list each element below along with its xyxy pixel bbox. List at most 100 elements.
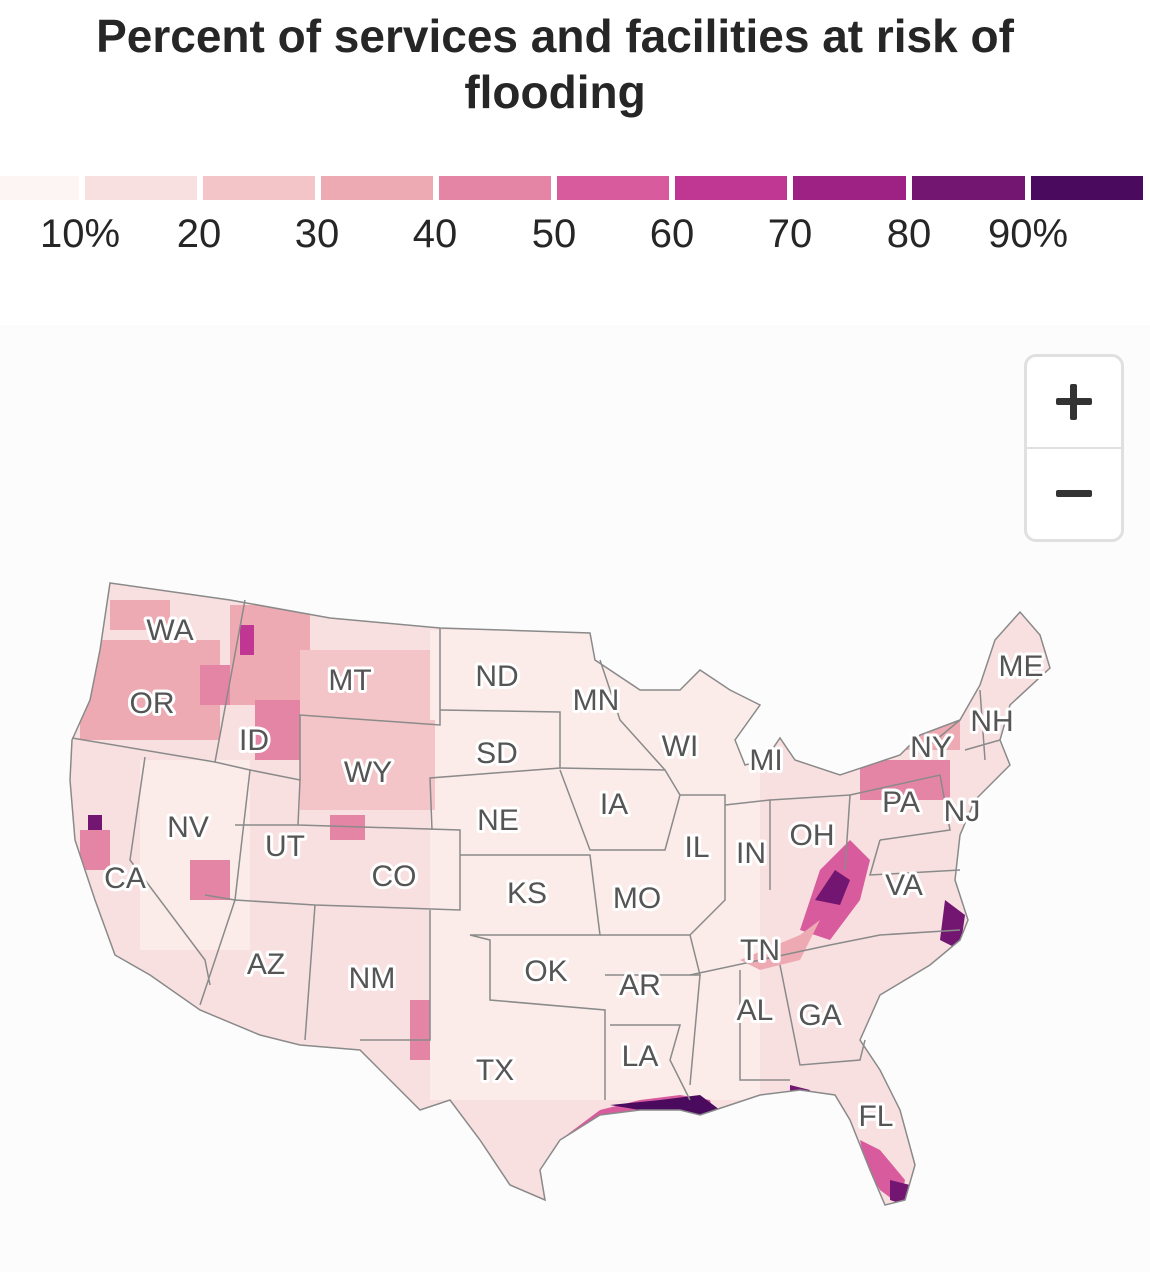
minus-icon	[1056, 490, 1092, 497]
legend-swatch-6	[557, 176, 669, 200]
legend-label: 60	[649, 212, 695, 256]
illinois-border	[680, 794, 726, 936]
nevada-utah-border	[204, 761, 251, 901]
idaho-panhandle-fill	[240, 625, 254, 655]
state-label-tx: TX	[476, 1054, 514, 1087]
color-legend	[0, 176, 1150, 200]
state-label-mn: MN	[573, 684, 620, 717]
california-coast-fill	[80, 830, 110, 870]
legend-label: 80	[886, 212, 932, 256]
state-label-oh: OH	[790, 819, 835, 852]
state-label-mo: MO	[613, 882, 661, 915]
washington-fill	[110, 600, 170, 630]
state-label-ks: KS	[507, 877, 547, 910]
oregon-east-fill	[200, 665, 230, 705]
appalachia-peak-fill	[815, 870, 850, 905]
state-label-il: IL	[684, 831, 709, 864]
state-label-co: CO	[372, 860, 417, 893]
zoom-in-button[interactable]	[1027, 357, 1121, 449]
iowa-border	[559, 767, 681, 851]
state-label-nh: NH	[970, 705, 1013, 738]
state-label-me: ME	[999, 650, 1044, 683]
state-label-nm: NM	[349, 962, 396, 995]
state-label-ok: OK	[524, 955, 567, 988]
legend-swatch-2	[85, 176, 197, 200]
legend-label: 30	[294, 212, 340, 256]
wyoming-fill	[300, 720, 435, 810]
state-label-ne: NE	[477, 804, 519, 837]
pennsylvania-fill	[860, 760, 950, 800]
tennessee-fill	[740, 920, 820, 970]
louisiana-border	[610, 1024, 691, 1101]
state-label-sd: SD	[476, 737, 518, 770]
legend-label: 90%	[987, 212, 1069, 256]
nevada-south-fill	[190, 860, 230, 900]
legend-swatch-5	[439, 176, 551, 200]
plus-icon	[1056, 384, 1092, 420]
legend-swatch-9	[912, 176, 1025, 200]
tennessee-border	[689, 929, 961, 976]
map-fill	[70, 583, 1050, 1205]
legend-swatch-1	[0, 176, 79, 200]
state-label-ar: AR	[619, 969, 661, 1002]
state-label-id: ID	[239, 724, 269, 757]
state-label-ga: GA	[798, 999, 841, 1032]
arizona-border	[199, 899, 316, 1041]
state-label-ut: UT	[265, 830, 305, 863]
state-label-la: LA	[622, 1040, 659, 1073]
legend-labels: 10% 20 30 40 50 60 70 80 90%	[0, 212, 1150, 262]
state-label-pa: PA	[882, 786, 920, 819]
us-map[interactable]: WA OR CA NV ID MT WY UT AZ CO NM ND SD N…	[0, 325, 1150, 1272]
state-borders	[69, 582, 1051, 1206]
state-label-wy: WY	[344, 756, 392, 789]
idaho-central-fill	[255, 700, 305, 760]
plains-fill	[430, 630, 760, 1100]
pennsylvania-border	[849, 774, 951, 841]
state-label-nd: ND	[475, 660, 518, 693]
virginia-border	[868, 839, 961, 876]
utah-colorado-border	[234, 779, 461, 911]
state-labels: WA OR CA NV ID MT WY UT AZ CO NM ND SD N…	[101, 611, 1046, 1136]
state-label-or: OR	[130, 687, 175, 720]
state-label-nv: NV	[167, 811, 209, 844]
national-border	[69, 582, 1051, 1206]
state-label-wa: WA	[146, 614, 193, 647]
nevada-fill	[140, 760, 250, 950]
state-label-mi: MI	[749, 744, 782, 777]
legend-swatch-7	[675, 176, 787, 200]
legend-label: 50	[531, 212, 577, 256]
state-label-va: VA	[885, 869, 923, 902]
legend-swatch-10	[1031, 176, 1143, 200]
state-label-in: IN	[736, 837, 766, 870]
state-label-ia: IA	[600, 788, 628, 821]
oregon-fill	[80, 640, 220, 740]
new-mexico-fill	[410, 1000, 430, 1060]
montana-wyoming-border	[249, 628, 441, 781]
legend-label: 20	[176, 212, 222, 256]
california-nevada-border	[129, 756, 211, 986]
new-mexico-border	[360, 910, 431, 1041]
zoom-out-button[interactable]	[1027, 449, 1121, 539]
kansas-oklahoma-border	[460, 854, 606, 1100]
chart-title: Percent of services and facilities at ri…	[96, 10, 1014, 118]
state-label-tn: TN	[740, 934, 780, 967]
missouri-arkansas-border	[600, 934, 701, 976]
legend-swatch-4	[321, 176, 433, 200]
legend-swatch-3	[203, 176, 315, 200]
state-label-az: AZ	[247, 948, 285, 981]
state-label-fl: FL	[858, 1100, 893, 1133]
legend-label: 10%	[39, 212, 121, 256]
state-label-nj: NJ	[944, 795, 981, 828]
state-label-al: AL	[737, 994, 774, 1027]
header	[0, 0, 1150, 325]
nc-coast-fill	[940, 900, 965, 950]
zoom-control	[1024, 354, 1124, 542]
state-label-ca: CA	[104, 862, 146, 895]
legend-swatch-8	[793, 176, 906, 200]
legend-label: 40	[412, 212, 458, 256]
state-label-wi: WI	[662, 730, 699, 763]
state-label-ny: NY	[910, 731, 952, 764]
new-england-border	[929, 689, 1001, 761]
state-label-mt: MT	[328, 664, 371, 697]
legend-label: 70	[767, 212, 813, 256]
